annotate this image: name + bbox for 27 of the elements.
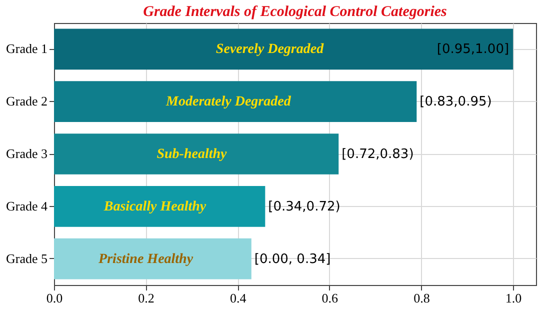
bar: [54, 134, 339, 174]
bar: [54, 81, 417, 122]
bar: [54, 238, 252, 280]
data-label: [0.72,0.83): [342, 147, 414, 162]
y-tick-label: Grade 5: [6, 250, 48, 266]
y-tick-label: Grade 2: [6, 94, 48, 109]
annotation: Pristine Healthy: [98, 252, 194, 267]
data-label: [0.83,0.95): [420, 94, 492, 110]
annotation: Moderately Degraded: [165, 94, 292, 110]
bar: [54, 28, 514, 70]
data-label: [0.95,1.00]: [436, 42, 510, 58]
bar: [54, 186, 266, 227]
x-tick-label: 1.0: [505, 290, 522, 306]
x-tick-label: 0.4: [230, 290, 247, 306]
y-tick-label: Grade 3: [6, 146, 48, 161]
annotation: Sub-healthy: [156, 147, 228, 162]
x-tick-label: 0.6: [322, 290, 339, 306]
x-tick-label: 0.0: [46, 290, 63, 306]
data-label: [0.34,0.72): [268, 199, 340, 214]
x-tick-label: 0.8: [414, 290, 430, 306]
y-tick-label: Grade 4: [6, 198, 48, 214]
data-label: [0.00, 0.34]: [254, 252, 331, 267]
x-tick-label: 0.2: [138, 290, 154, 306]
chart-title: Grade Intervals of Ecological Control Categories: [143, 4, 448, 20]
annotation: Severely Degraded: [216, 42, 325, 58]
annotation: Basically Healthy: [102, 199, 207, 214]
y-tick-label: Grade 1: [6, 41, 48, 56]
